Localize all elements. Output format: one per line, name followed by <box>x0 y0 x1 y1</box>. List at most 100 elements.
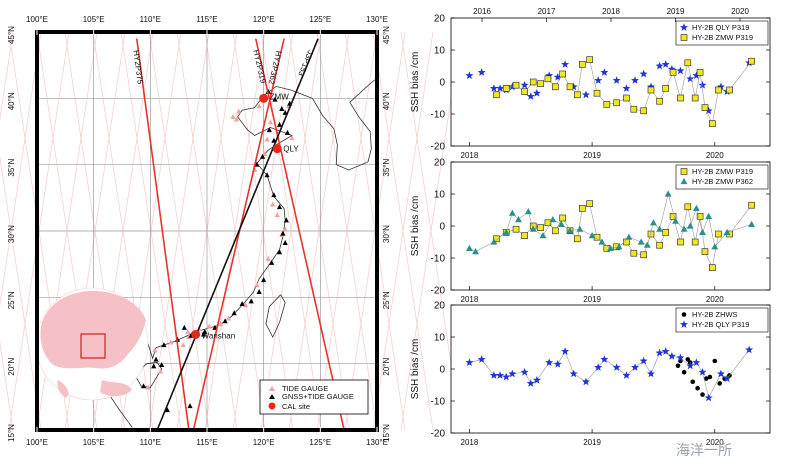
circle-point <box>681 369 687 375</box>
square-point <box>493 91 500 99</box>
triangle-point <box>466 244 473 251</box>
square-point <box>715 86 722 94</box>
star-point <box>692 358 701 366</box>
lat-label-left: 45°N <box>7 26 16 44</box>
gnss-tide-gauge-marker <box>282 239 288 245</box>
y-tick-label: 0 <box>439 78 445 89</box>
x-tick-label: 2018 <box>461 295 479 304</box>
lat-label-left: 40°N <box>7 92 16 110</box>
inset-region-box <box>80 333 106 359</box>
x-tick-label: 2020 <box>706 295 724 304</box>
square-point <box>574 235 581 243</box>
square-point <box>696 213 704 220</box>
star-point <box>465 71 474 79</box>
star-point <box>545 358 554 366</box>
chart-legend-label: HY-2B ZMW P362 <box>692 177 753 186</box>
star-point <box>489 371 498 379</box>
star-point <box>655 61 664 70</box>
triangle-point <box>692 204 700 211</box>
triangle-point <box>625 233 633 240</box>
square-point <box>521 88 528 95</box>
square-point <box>691 238 699 246</box>
tide-gauge-marker <box>289 135 295 141</box>
y-tick-label: 20 <box>434 14 446 25</box>
legend-gnss-symbol <box>269 394 275 399</box>
ssh-bias-chart-3: -20 -10 0 10 20 2018 2019 2020 SSH bias /cm HY-2B… <box>410 301 771 447</box>
series-1 <box>493 56 755 127</box>
y-tick-label: 20 <box>434 301 446 312</box>
triangle-point <box>748 220 755 227</box>
gnss-tide-gauge-marker <box>264 172 270 178</box>
triangle-point <box>472 248 479 255</box>
ground-track-1 <box>254 38 345 431</box>
square-point <box>578 205 586 212</box>
cal-site-marker <box>191 329 201 339</box>
square-point <box>748 201 755 209</box>
square-point <box>613 99 620 107</box>
square-point <box>566 83 574 91</box>
lon-label-top: 110°E <box>140 15 161 24</box>
inset-land-islands <box>100 380 132 397</box>
descending-track-line <box>0 31 14 121</box>
top-x-tick-label: 2016 <box>473 7 491 16</box>
star-point <box>532 376 541 384</box>
tide-gauge-marker <box>233 116 240 122</box>
star-point <box>581 90 590 99</box>
star-point <box>526 379 535 387</box>
square-point <box>578 61 586 68</box>
triangle-point <box>650 219 657 226</box>
square-point <box>715 230 722 238</box>
gnss-tide-gauge-marker <box>231 310 237 316</box>
square-point <box>684 59 692 67</box>
gnss-tide-gauge-marker <box>280 230 286 236</box>
lon-label-bottom: 105°E <box>83 438 105 447</box>
chart-legend-label: HY-2B QLY P319 <box>692 320 749 329</box>
lon-label-bottom: 100°E <box>26 438 48 447</box>
tide-gauge-marker <box>157 368 164 374</box>
lat-label-left: 15°N <box>7 424 16 442</box>
gnss-tide-gauge-marker <box>239 300 245 306</box>
triangle-point <box>598 238 606 245</box>
y-tick-label: -10 <box>431 254 446 265</box>
circle-point <box>685 357 691 362</box>
cal-site-label-1: QLY <box>283 145 299 154</box>
star-point <box>569 369 578 378</box>
square-point <box>748 57 755 65</box>
square-point <box>691 94 699 102</box>
star-point <box>639 356 648 365</box>
ground-track-0 <box>135 38 190 431</box>
star-point <box>631 76 640 84</box>
gnss-tide-gauge-marker <box>256 289 262 295</box>
square-point <box>647 86 655 94</box>
gnss-tide-gauge-marker <box>261 277 267 283</box>
star-point <box>496 371 505 379</box>
square-point <box>669 213 677 220</box>
tide-gauge-marker <box>242 302 249 308</box>
cal-site-label-2: Wanshan <box>202 331 236 340</box>
star-point <box>680 23 688 31</box>
triangle-point <box>672 217 679 224</box>
triangle-point <box>711 243 719 250</box>
lat-label-right: 40°N <box>382 92 391 110</box>
y-tick-label: 10 <box>434 46 446 57</box>
gnss-tide-gauge-marker <box>276 249 283 255</box>
triangle-point <box>566 227 574 234</box>
x-tick-label: 2020 <box>706 438 724 447</box>
lat-label-left: 30°N <box>7 225 16 243</box>
circle-point <box>690 379 696 385</box>
square-point <box>669 69 677 76</box>
tide-gauge-marker <box>270 201 276 207</box>
square-point <box>726 86 733 94</box>
taiwan-coastline <box>265 294 286 339</box>
chart-legend-box <box>675 20 769 46</box>
ground-track-2 <box>192 38 285 431</box>
lon-label-bottom: 115°E <box>196 438 217 447</box>
star-point <box>581 377 590 386</box>
square-point <box>593 89 601 97</box>
square-point <box>559 214 566 222</box>
chart-legend-label: HY-2B ZMW P319 <box>692 167 753 176</box>
top-x-tick-label: 2018 <box>602 7 620 16</box>
square-point <box>551 83 559 91</box>
